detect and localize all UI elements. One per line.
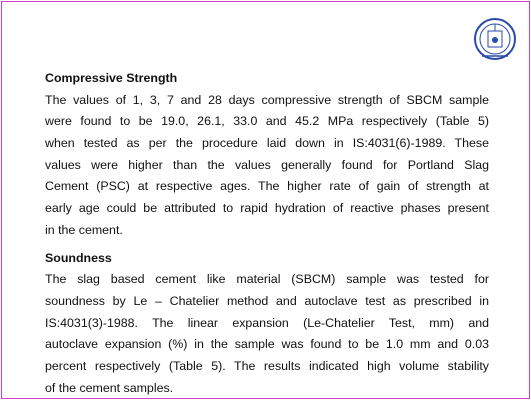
text-line: in the cement. [45,222,123,237]
text-line: were found to be 19.0, 26.1, 33.0 and 45… [45,114,489,129]
text-line: soundness by Le – Chatelier method and a… [45,293,489,308]
section: Compressive Strength The values of 1, 3, … [45,68,489,242]
section-heading: Soundness [45,250,112,265]
text-line: when tested as per the procedure laid do… [45,136,489,151]
content: Compressive Strength The values of 1, 3, … [45,68,489,405]
text-line: IS:4031(3)-1988. The linear expansion (L… [45,315,489,330]
logo [474,18,516,60]
text-line: early age could be attributed to rapid h… [45,201,489,216]
text-line: Cement (PSC) at respective ages. The hig… [45,179,489,194]
section-heading: Compressive Strength [45,71,178,85]
text-line: percent respectively (Table 5). The resu… [45,358,489,373]
text-line: values were higher than the values gener… [45,157,489,172]
text-line: The slag based cement like material (SBC… [45,272,489,287]
text-line: The values of 1, 3, 7 and 28 days compre… [45,92,489,107]
slide: Compressive Strength The values of 1, 3, … [1,1,530,399]
text-line: of the cement samples. [45,380,174,395]
section: Soundness The slag based cement like mate… [45,248,489,400]
text-line: autoclave expansion (%) in the sample wa… [45,337,489,352]
